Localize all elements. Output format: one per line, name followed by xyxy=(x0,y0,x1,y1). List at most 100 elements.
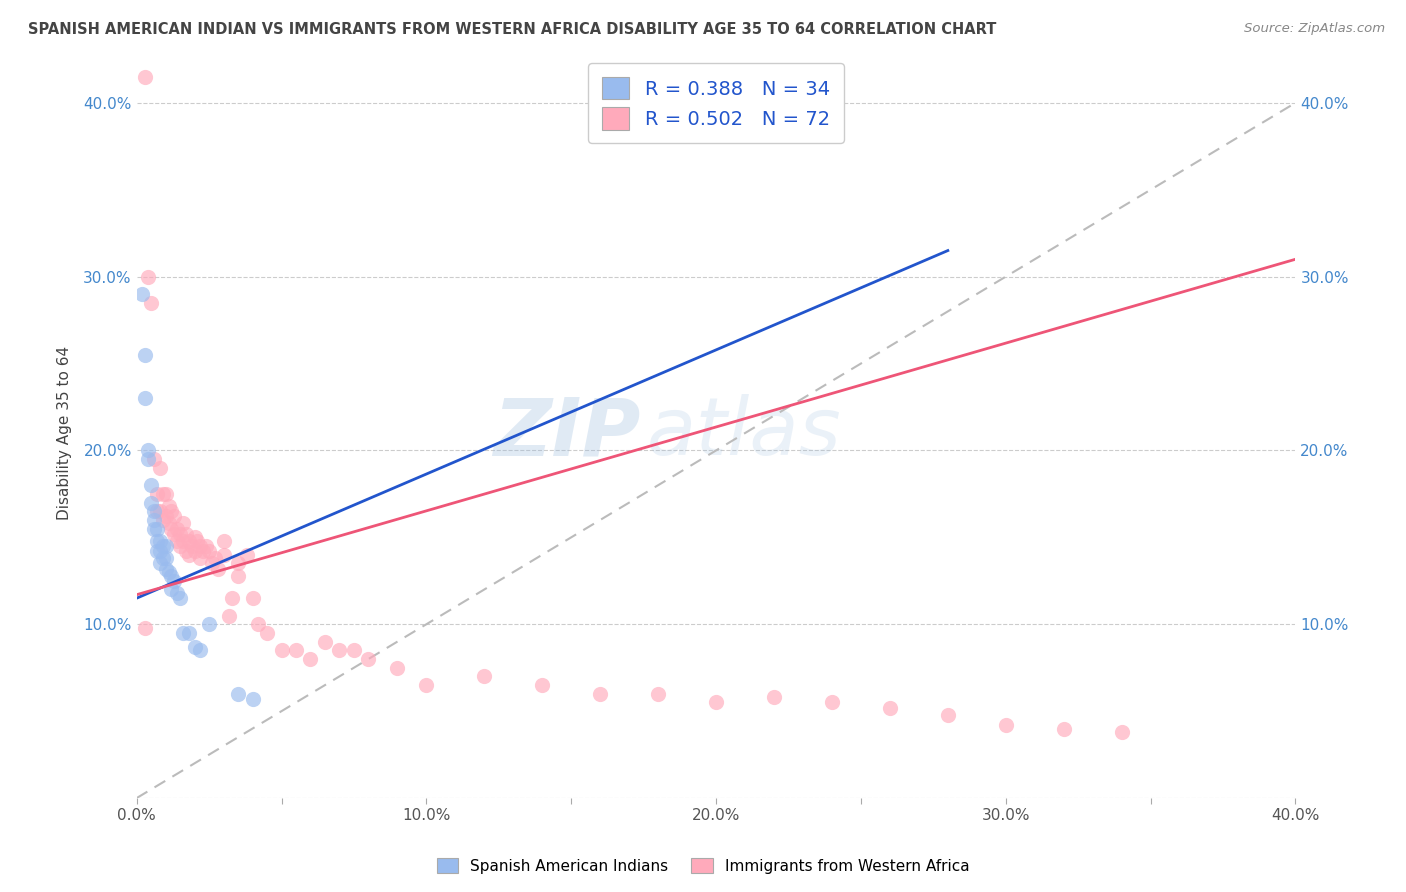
Point xyxy=(174,544,197,558)
Point xyxy=(157,516,180,531)
Point xyxy=(149,460,172,475)
Point xyxy=(186,533,208,548)
Point xyxy=(146,533,169,548)
Point xyxy=(221,591,243,606)
Point xyxy=(169,539,191,553)
Point xyxy=(143,513,166,527)
Point xyxy=(131,287,153,301)
Point xyxy=(163,574,186,588)
Point xyxy=(163,509,186,524)
Point xyxy=(247,617,270,632)
Point xyxy=(762,690,785,705)
Point xyxy=(152,551,174,566)
Point xyxy=(139,478,162,492)
Point xyxy=(387,661,409,675)
Point xyxy=(169,527,191,541)
Point xyxy=(169,591,191,606)
Point xyxy=(183,544,205,558)
Point xyxy=(285,643,308,657)
Point xyxy=(879,700,901,714)
Point xyxy=(143,522,166,536)
Point xyxy=(183,530,205,544)
Y-axis label: Disability Age 35 to 64: Disability Age 35 to 64 xyxy=(58,346,72,520)
Point xyxy=(146,522,169,536)
Point xyxy=(160,582,183,597)
Point xyxy=(226,557,249,571)
Legend: Spanish American Indians, Immigrants from Western Africa: Spanish American Indians, Immigrants fro… xyxy=(430,852,976,880)
Point xyxy=(172,516,194,531)
Point xyxy=(155,551,177,566)
Point xyxy=(190,643,212,657)
Point xyxy=(160,504,183,518)
Point xyxy=(149,557,172,571)
Point xyxy=(143,504,166,518)
Point xyxy=(157,499,180,513)
Point xyxy=(198,617,221,632)
Point xyxy=(1053,722,1076,736)
Point xyxy=(193,544,215,558)
Point xyxy=(821,696,844,710)
Text: SPANISH AMERICAN INDIAN VS IMMIGRANTS FROM WESTERN AFRICA DISABILITY AGE 35 TO 6: SPANISH AMERICAN INDIAN VS IMMIGRANTS FR… xyxy=(28,22,997,37)
Point xyxy=(166,586,188,600)
Point xyxy=(212,533,235,548)
Point xyxy=(270,643,292,657)
Point xyxy=(155,539,177,553)
Point xyxy=(177,533,200,548)
Point xyxy=(177,548,200,562)
Point xyxy=(177,626,200,640)
Point xyxy=(415,678,437,692)
Point xyxy=(172,533,194,548)
Point xyxy=(218,608,240,623)
Point xyxy=(299,652,322,666)
Point xyxy=(166,533,188,548)
Point xyxy=(531,678,554,692)
Point xyxy=(204,551,226,566)
Point xyxy=(166,522,188,536)
Point xyxy=(242,692,264,706)
Point xyxy=(136,269,159,284)
Point xyxy=(589,687,612,701)
Point xyxy=(160,522,183,536)
Point xyxy=(134,70,156,84)
Point xyxy=(201,557,224,571)
Point xyxy=(183,640,205,654)
Point xyxy=(1111,725,1133,739)
Point xyxy=(136,452,159,467)
Point xyxy=(242,591,264,606)
Point xyxy=(163,527,186,541)
Point xyxy=(190,539,212,553)
Point xyxy=(152,539,174,553)
Point xyxy=(256,626,278,640)
Point xyxy=(647,687,669,701)
Point xyxy=(180,539,202,553)
Point xyxy=(174,527,197,541)
Point xyxy=(139,495,162,509)
Point xyxy=(195,539,218,553)
Point xyxy=(152,487,174,501)
Point xyxy=(149,504,172,518)
Point xyxy=(198,544,221,558)
Point xyxy=(146,487,169,501)
Point xyxy=(134,392,156,406)
Point xyxy=(136,443,159,458)
Text: ZIP: ZIP xyxy=(494,394,641,472)
Point xyxy=(172,626,194,640)
Text: Source: ZipAtlas.com: Source: ZipAtlas.com xyxy=(1244,22,1385,36)
Point xyxy=(994,718,1017,732)
Point xyxy=(704,696,727,710)
Point xyxy=(134,348,156,362)
Point xyxy=(357,652,380,666)
Point xyxy=(936,707,959,722)
Point xyxy=(152,513,174,527)
Point xyxy=(155,509,177,524)
Point xyxy=(146,544,169,558)
Point xyxy=(207,561,229,575)
Point xyxy=(226,687,249,701)
Point xyxy=(143,452,166,467)
Point xyxy=(155,487,177,501)
Point xyxy=(139,295,162,310)
Point xyxy=(226,568,249,582)
Point xyxy=(146,504,169,518)
Point xyxy=(235,548,257,562)
Point xyxy=(343,643,366,657)
